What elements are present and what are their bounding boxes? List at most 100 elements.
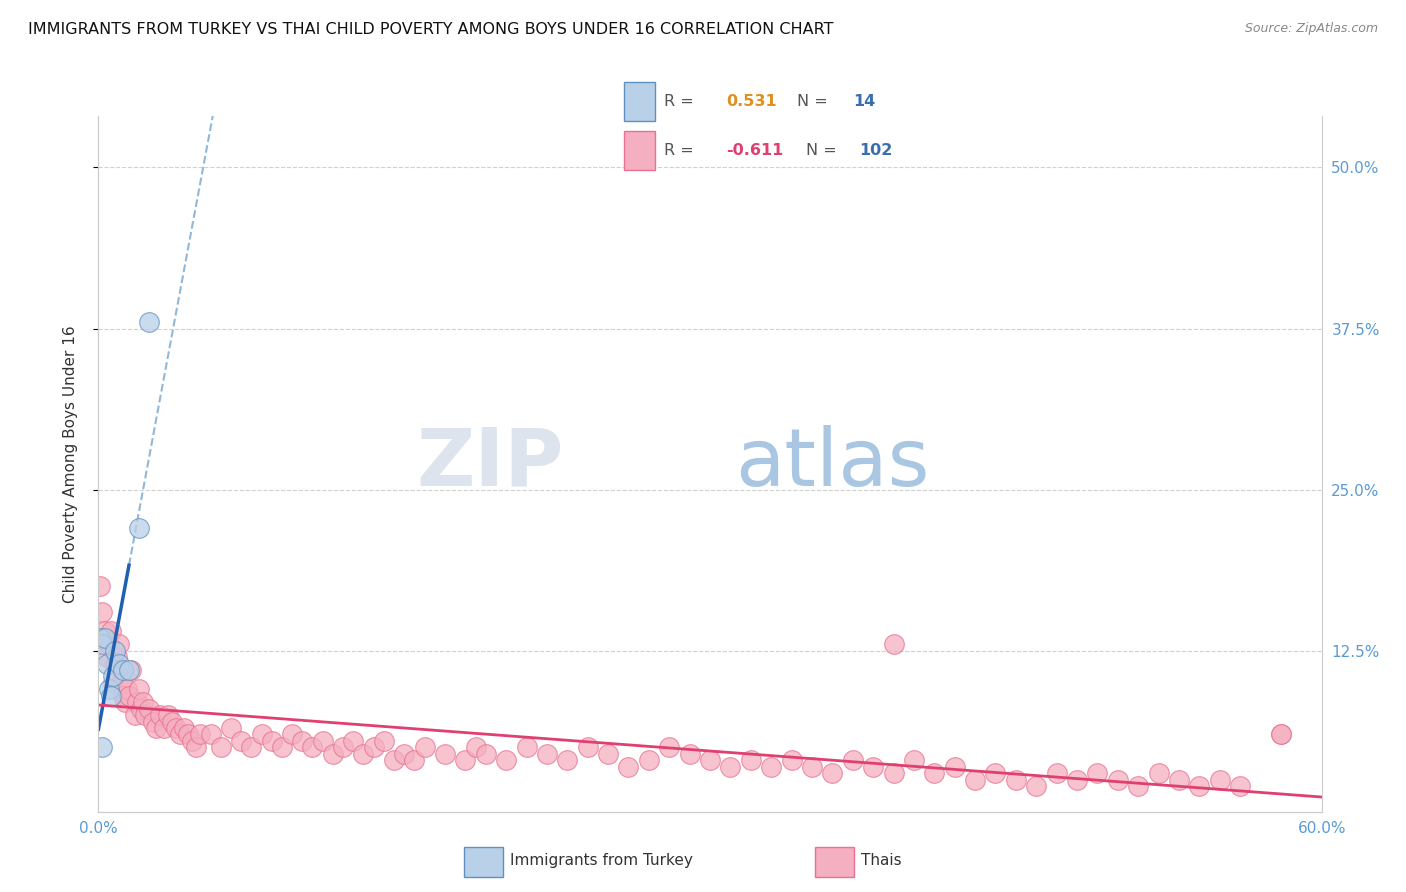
- Point: [120, 663, 142, 677]
- Point: [118, 689, 141, 703]
- Point: [943, 759, 966, 773]
- Text: N =: N =: [807, 144, 842, 158]
- Text: Source: ZipAtlas.com: Source: ZipAtlas.com: [1244, 22, 1378, 36]
- Point: [434, 747, 457, 761]
- Point: [841, 753, 863, 767]
- Point: [138, 701, 160, 715]
- Text: ZIP: ZIP: [416, 425, 564, 503]
- Point: [281, 727, 304, 741]
- Point: [679, 747, 702, 761]
- Point: [152, 721, 174, 735]
- Point: [1209, 772, 1232, 787]
- Point: [104, 643, 127, 657]
- Point: [129, 701, 152, 715]
- Point: [536, 747, 558, 761]
- Point: [209, 740, 232, 755]
- Point: [373, 734, 395, 748]
- Point: [105, 650, 128, 665]
- Point: [413, 740, 436, 755]
- Point: [761, 759, 783, 773]
- Point: [883, 766, 905, 780]
- Point: [89, 579, 111, 593]
- Point: [965, 772, 987, 787]
- Point: [160, 714, 183, 729]
- Point: [138, 315, 160, 329]
- Point: [169, 727, 191, 741]
- Point: [598, 747, 620, 761]
- Point: [142, 714, 165, 729]
- Point: [1270, 727, 1292, 741]
- Point: [352, 747, 374, 761]
- Point: [181, 734, 204, 748]
- Point: [96, 650, 118, 665]
- Point: [883, 637, 905, 651]
- Point: [1128, 779, 1150, 793]
- Point: [118, 663, 141, 677]
- Point: [495, 753, 517, 767]
- Point: [100, 689, 122, 703]
- Point: [557, 753, 579, 767]
- Point: [101, 676, 124, 690]
- Point: [115, 682, 138, 697]
- Point: [149, 708, 172, 723]
- Point: [186, 740, 208, 755]
- Point: [260, 734, 283, 748]
- Point: [91, 637, 114, 651]
- Point: [127, 695, 149, 709]
- Point: [110, 676, 132, 690]
- Point: [1107, 772, 1129, 787]
- Point: [301, 740, 323, 755]
- Point: [1270, 727, 1292, 741]
- Point: [1066, 772, 1088, 787]
- Point: [291, 734, 314, 748]
- Point: [165, 721, 187, 735]
- Point: [1229, 779, 1251, 793]
- Point: [89, 631, 111, 645]
- Point: [93, 624, 115, 639]
- Point: [173, 721, 195, 735]
- Text: -0.611: -0.611: [725, 144, 783, 158]
- Point: [322, 747, 344, 761]
- Point: [1085, 766, 1108, 780]
- Text: Immigrants from Turkey: Immigrants from Turkey: [510, 854, 693, 868]
- Point: [903, 753, 925, 767]
- Point: [91, 740, 114, 755]
- Point: [134, 708, 156, 723]
- Point: [454, 753, 477, 767]
- Point: [312, 734, 335, 748]
- Point: [128, 682, 150, 697]
- Point: [1004, 772, 1026, 787]
- Point: [404, 753, 426, 767]
- Point: [862, 759, 884, 773]
- Point: [464, 740, 486, 755]
- Point: [145, 721, 167, 735]
- Point: [576, 740, 599, 755]
- Text: R =: R =: [664, 144, 699, 158]
- Point: [1025, 779, 1047, 793]
- Point: [156, 708, 179, 723]
- Point: [177, 727, 200, 741]
- Point: [1045, 766, 1069, 780]
- Point: [516, 740, 538, 755]
- Point: [108, 657, 131, 671]
- Point: [97, 682, 120, 697]
- Point: [382, 753, 405, 767]
- Point: [342, 734, 364, 748]
- Point: [240, 740, 263, 755]
- Point: [801, 759, 824, 773]
- Point: [91, 605, 114, 619]
- Point: [474, 747, 498, 761]
- Point: [1188, 779, 1211, 793]
- Point: [363, 740, 385, 755]
- Point: [392, 747, 416, 761]
- Point: [658, 740, 681, 755]
- Point: [231, 734, 253, 748]
- Point: [780, 753, 803, 767]
- Text: 14: 14: [853, 94, 875, 109]
- Text: 0.531: 0.531: [725, 94, 776, 109]
- Point: [101, 669, 124, 683]
- Point: [270, 740, 294, 755]
- Point: [188, 727, 212, 741]
- Point: [219, 721, 242, 735]
- Point: [922, 766, 945, 780]
